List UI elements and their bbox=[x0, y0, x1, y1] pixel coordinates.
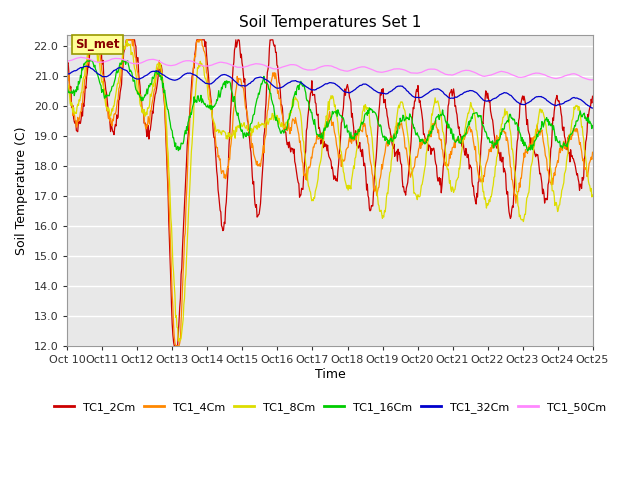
TC1_32Cm bbox=[589, 105, 596, 111]
TC1_16Cm bbox=[589, 122, 596, 128]
TC1_4Cm bbox=[249, 144, 257, 149]
TC1_32Cm bbox=[126, 71, 134, 77]
TC1_16Cm bbox=[268, 98, 276, 104]
TC1_4Cm bbox=[269, 70, 276, 76]
TC1_4Cm bbox=[126, 37, 134, 43]
TC1_32Cm bbox=[385, 90, 392, 96]
TC1_2Cm bbox=[385, 125, 393, 131]
TC1_8Cm bbox=[175, 338, 182, 344]
TC1_2Cm bbox=[415, 94, 422, 99]
Y-axis label: Soil Temperature (C): Soil Temperature (C) bbox=[15, 126, 28, 255]
Line: TC1_16Cm: TC1_16Cm bbox=[67, 61, 593, 151]
TC1_2Cm bbox=[63, 61, 71, 67]
Line: TC1_8Cm: TC1_8Cm bbox=[67, 40, 593, 341]
TC1_32Cm bbox=[248, 79, 256, 84]
TC1_32Cm bbox=[414, 95, 422, 100]
TC1_4Cm bbox=[172, 343, 179, 348]
TC1_4Cm bbox=[415, 146, 422, 152]
TC1_32Cm bbox=[268, 82, 276, 88]
TC1_8Cm bbox=[269, 111, 276, 117]
TC1_50Cm bbox=[588, 77, 595, 83]
TC1_16Cm bbox=[63, 85, 71, 91]
TC1_8Cm bbox=[223, 133, 231, 139]
TC1_4Cm bbox=[589, 149, 596, 155]
TC1_8Cm bbox=[385, 175, 393, 181]
TC1_50Cm bbox=[589, 77, 596, 83]
Line: TC1_32Cm: TC1_32Cm bbox=[67, 66, 593, 108]
X-axis label: Time: Time bbox=[315, 368, 346, 381]
TC1_4Cm bbox=[88, 37, 95, 43]
TC1_2Cm bbox=[269, 37, 276, 43]
TC1_2Cm bbox=[170, 343, 178, 348]
TC1_16Cm bbox=[414, 133, 422, 139]
TC1_50Cm bbox=[414, 70, 422, 76]
Title: Soil Temperatures Set 1: Soil Temperatures Set 1 bbox=[239, 15, 421, 30]
TC1_16Cm bbox=[83, 58, 91, 64]
TC1_2Cm bbox=[249, 181, 257, 187]
TC1_50Cm bbox=[385, 68, 392, 73]
Line: TC1_50Cm: TC1_50Cm bbox=[67, 57, 593, 80]
TC1_50Cm bbox=[126, 60, 134, 65]
TC1_50Cm bbox=[248, 62, 256, 68]
TC1_8Cm bbox=[88, 37, 96, 43]
TC1_50Cm bbox=[223, 60, 230, 66]
TC1_2Cm bbox=[223, 187, 231, 192]
TC1_16Cm bbox=[385, 138, 392, 144]
TC1_50Cm bbox=[268, 66, 276, 72]
TC1_2Cm bbox=[126, 37, 134, 43]
Legend: TC1_2Cm, TC1_4Cm, TC1_8Cm, TC1_16Cm, TC1_32Cm, TC1_50Cm: TC1_2Cm, TC1_4Cm, TC1_8Cm, TC1_16Cm, TC1… bbox=[49, 398, 611, 418]
Text: SI_met: SI_met bbox=[76, 38, 120, 51]
TC1_8Cm bbox=[589, 192, 596, 198]
TC1_2Cm bbox=[589, 94, 596, 99]
TC1_4Cm bbox=[385, 137, 393, 143]
Line: TC1_2Cm: TC1_2Cm bbox=[67, 40, 593, 346]
TC1_4Cm bbox=[63, 75, 71, 81]
TC1_4Cm bbox=[223, 168, 231, 173]
TC1_2Cm bbox=[87, 37, 95, 43]
TC1_16Cm bbox=[524, 148, 531, 154]
Line: TC1_4Cm: TC1_4Cm bbox=[67, 40, 593, 346]
TC1_8Cm bbox=[249, 129, 257, 135]
TC1_32Cm bbox=[83, 63, 90, 69]
TC1_16Cm bbox=[248, 118, 256, 123]
TC1_32Cm bbox=[223, 72, 230, 78]
TC1_16Cm bbox=[126, 69, 134, 74]
TC1_8Cm bbox=[126, 43, 134, 48]
TC1_16Cm bbox=[223, 78, 230, 84]
TC1_8Cm bbox=[63, 82, 71, 88]
TC1_8Cm bbox=[415, 193, 422, 199]
TC1_50Cm bbox=[77, 54, 85, 60]
TC1_50Cm bbox=[63, 58, 71, 64]
TC1_32Cm bbox=[63, 71, 71, 76]
